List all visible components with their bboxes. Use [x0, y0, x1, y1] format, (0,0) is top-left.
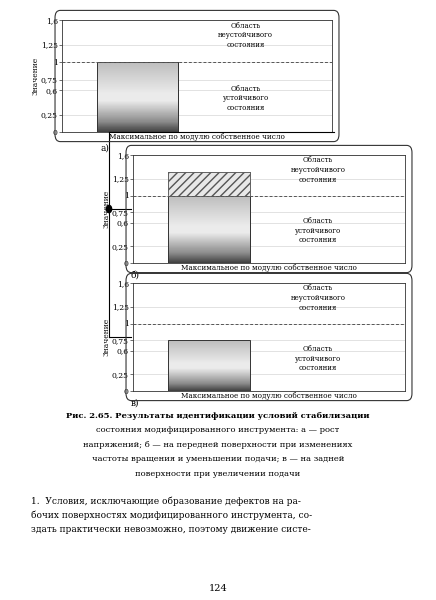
Bar	[168, 340, 250, 391]
Text: Область
устойчивого
состояния: Область устойчивого состояния	[295, 217, 341, 244]
Text: в): в)	[131, 398, 140, 407]
Text: Область
неустойчивого
состояния: Область неустойчивого состояния	[218, 22, 273, 49]
Bar	[97, 62, 178, 132]
Y-axis label: Значение: Значение	[102, 190, 110, 228]
Text: Область
неустойчивого
состояния: Область неустойчивого состояния	[290, 284, 345, 311]
Bar	[168, 172, 250, 263]
X-axis label: Максимальное по модулю собственное число: Максимальное по модулю собственное число	[181, 392, 357, 400]
Text: частоты вращения и уменьшении подачи; в — на задней: частоты вращения и уменьшении подачи; в …	[92, 455, 344, 463]
Text: поверхности при увеличении подачи: поверхности при увеличении подачи	[135, 470, 301, 478]
Text: бочих поверхностях модифицированного инструмента, со-: бочих поверхностях модифицированного инс…	[31, 511, 312, 520]
Bar	[168, 196, 250, 263]
Y-axis label: Значение: Значение	[102, 318, 110, 356]
Text: б): б)	[131, 270, 140, 279]
Text: а): а)	[100, 143, 109, 152]
Text: здать практически невозможно, поэтому движение систе-: здать практически невозможно, поэтому дв…	[31, 525, 310, 534]
Y-axis label: Значение: Значение	[31, 57, 39, 95]
X-axis label: Максимальное по модулю собственное число: Максимальное по модулю собственное число	[109, 133, 285, 142]
Bar	[97, 62, 178, 132]
Text: Область
неустойчивого
состояния: Область неустойчивого состояния	[290, 156, 345, 184]
Text: Область
устойчивого
состояния: Область устойчивого состояния	[222, 85, 269, 112]
Text: Область
устойчивого
состояния: Область устойчивого состояния	[295, 345, 341, 373]
Text: 1.  Условия, исключающие образование дефектов на ра-: 1. Условия, исключающие образование дефе…	[31, 496, 300, 505]
Bar	[168, 172, 250, 196]
Text: напряжений; б — на передней поверхности при изменениях: напряжений; б — на передней поверхности …	[83, 441, 353, 449]
Text: 124: 124	[208, 584, 228, 593]
Text: состояния модифицированного инструмента: а — рост: состояния модифицированного инструмента:…	[96, 427, 340, 434]
X-axis label: Максимальное по модулю собственное число: Максимальное по модулю собственное число	[181, 265, 357, 272]
Text: Рис. 2.65. Результаты идентификации условий стабилизации: Рис. 2.65. Результаты идентификации усло…	[66, 412, 370, 420]
